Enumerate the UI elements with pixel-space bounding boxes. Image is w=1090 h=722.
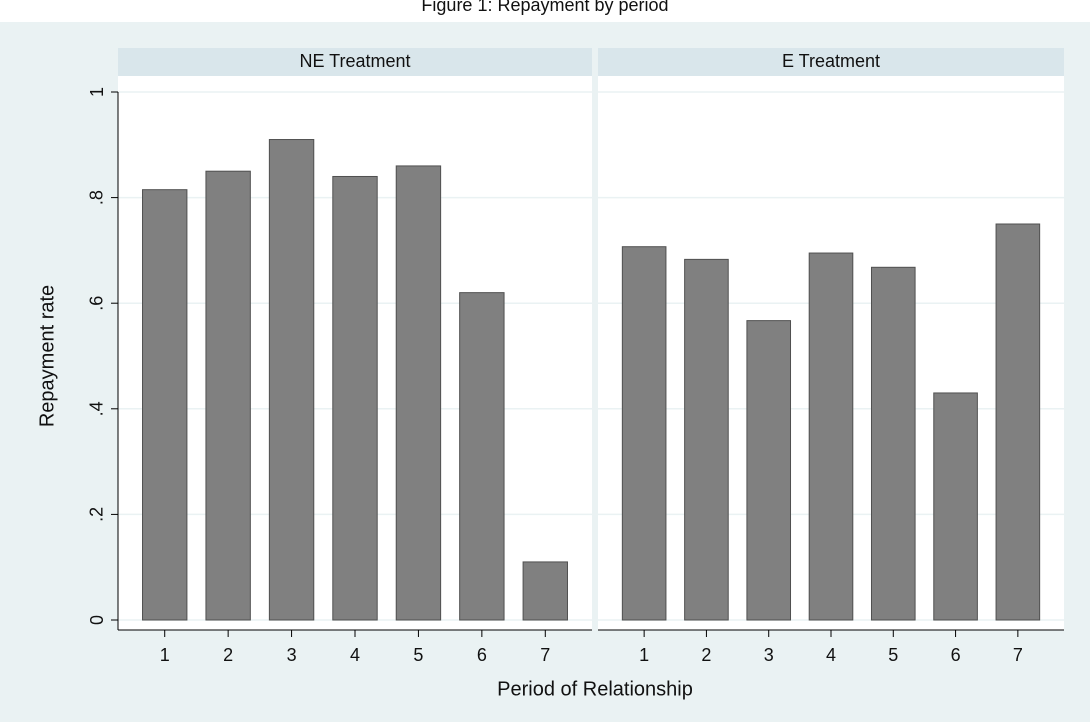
x-tick-label: 4: [350, 645, 360, 665]
panel-title: NE Treatment: [299, 51, 410, 71]
y-tick-label: .8: [87, 190, 107, 205]
x-tick-label: 4: [826, 645, 836, 665]
bar: [395, 165, 442, 621]
x-tick-label: 6: [477, 645, 487, 665]
x-tick-label: 6: [951, 645, 961, 665]
x-tick-label: 7: [540, 645, 550, 665]
panel-header: [598, 48, 1064, 76]
bar: [808, 252, 854, 621]
x-tick-label: 7: [1013, 645, 1023, 665]
x-tick-label: 3: [287, 645, 297, 665]
y-tick-label: .6: [87, 296, 107, 311]
bar: [205, 170, 251, 621]
y-tick-label: 0: [87, 615, 107, 625]
y-tick-label: .2: [87, 507, 107, 522]
bar: [933, 392, 978, 621]
y-tick-label: 1: [87, 87, 107, 97]
chart-title: Figure 1: Repayment by period: [421, 0, 668, 15]
x-tick-label: 2: [701, 645, 711, 665]
x-tick-label: 5: [888, 645, 898, 665]
bar: [684, 258, 729, 621]
x-tick-label: 1: [639, 645, 649, 665]
x-tick-label: 3: [764, 645, 774, 665]
bar: [332, 175, 378, 621]
x-tick-label: 5: [413, 645, 423, 665]
bar: [746, 320, 792, 621]
panel-title: E Treatment: [782, 51, 880, 71]
bar: [142, 189, 188, 621]
bar: [268, 139, 315, 621]
y-tick-label: .4: [87, 401, 107, 416]
panel-header: [118, 48, 592, 76]
y-axis-label: Repayment rate: [36, 285, 58, 427]
bar: [995, 223, 1041, 621]
bar: [459, 292, 505, 621]
x-tick-label: 2: [223, 645, 233, 665]
bar: [522, 561, 568, 621]
bar: [870, 266, 916, 621]
bar: [621, 246, 667, 621]
x-axis-label: Period of Relationship: [497, 678, 693, 700]
x-tick-label: 1: [160, 645, 170, 665]
top-margin: [0, 0, 1090, 22]
